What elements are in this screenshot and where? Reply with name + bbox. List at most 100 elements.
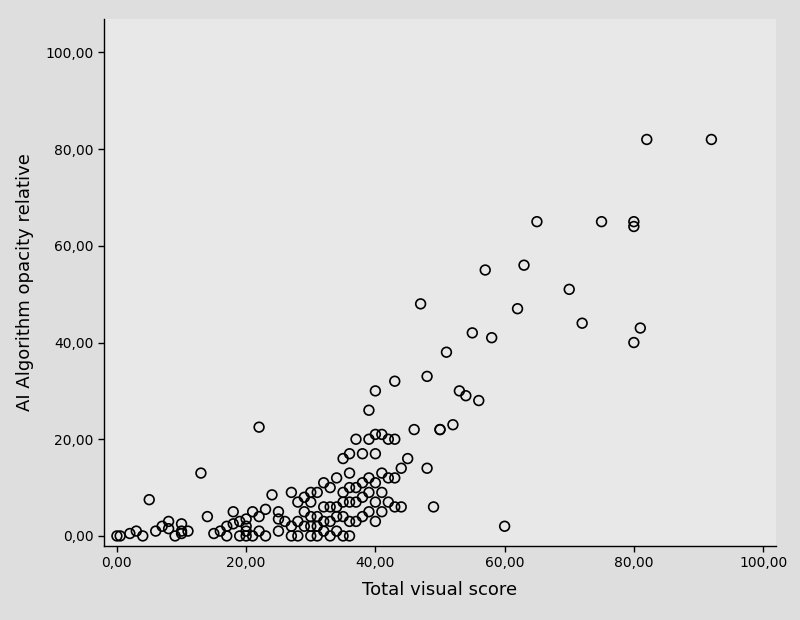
Point (350, 516, 362, 526)
Point (175, 526, 188, 536)
Point (362, 405, 375, 415)
Point (291, 497, 304, 507)
Point (220, 531, 233, 541)
Point (162, 524, 175, 534)
Point (627, 221, 640, 231)
Point (434, 425, 446, 435)
Point (446, 420, 459, 430)
Point (369, 497, 382, 507)
Point (356, 512, 369, 521)
Point (304, 497, 317, 507)
Point (278, 516, 291, 526)
Point (343, 482, 356, 492)
Point (382, 434, 394, 444)
Point (136, 531, 149, 541)
Point (421, 463, 434, 473)
Point (356, 449, 369, 459)
Point (369, 516, 382, 526)
Point (705, 135, 718, 144)
Point (408, 425, 421, 435)
Point (382, 473, 394, 483)
Point (175, 529, 188, 539)
Point (362, 487, 375, 497)
Point (375, 430, 388, 440)
Point (182, 526, 194, 536)
Point (298, 521, 310, 531)
Point (427, 502, 440, 512)
Point (246, 531, 259, 541)
Point (395, 463, 408, 473)
Point (246, 507, 259, 516)
Point (337, 497, 350, 507)
Point (382, 497, 394, 507)
Point (201, 512, 214, 521)
Point (311, 531, 324, 541)
Point (343, 449, 356, 459)
Point (194, 468, 207, 478)
Point (253, 512, 266, 521)
Point (259, 505, 272, 515)
Point (375, 487, 388, 497)
Point (375, 468, 388, 478)
Point (330, 473, 343, 483)
Point (304, 531, 317, 541)
Point (388, 434, 401, 444)
Point (563, 285, 576, 294)
Point (253, 422, 266, 432)
Point (240, 514, 253, 524)
Point (240, 526, 253, 536)
Point (350, 497, 362, 507)
Point (291, 531, 304, 541)
Point (169, 531, 182, 541)
Point (518, 260, 530, 270)
Point (304, 512, 317, 521)
Point (362, 434, 375, 444)
Point (324, 516, 337, 526)
Point (311, 521, 324, 531)
Point (220, 521, 233, 531)
Point (207, 529, 220, 539)
Point (434, 425, 446, 435)
Point (375, 507, 388, 516)
Point (421, 371, 434, 381)
Point (343, 531, 356, 541)
Point (350, 482, 362, 492)
Point (143, 495, 156, 505)
X-axis label: Total visual score: Total visual score (362, 581, 518, 599)
Point (388, 376, 401, 386)
Point (259, 531, 272, 541)
Point (343, 497, 356, 507)
Point (343, 468, 356, 478)
Point (318, 516, 330, 526)
Point (318, 502, 330, 512)
Point (318, 526, 330, 536)
Point (214, 526, 226, 536)
Point (298, 507, 310, 516)
Y-axis label: AI Algorithm opacity relative: AI Algorithm opacity relative (16, 153, 34, 411)
Point (162, 516, 175, 526)
Point (298, 492, 310, 502)
Point (330, 502, 343, 512)
Point (330, 526, 343, 536)
Point (240, 521, 253, 531)
Point (627, 337, 640, 347)
Point (234, 531, 246, 541)
Point (395, 502, 408, 512)
Point (227, 519, 240, 529)
Point (240, 531, 253, 541)
Point (369, 386, 382, 396)
Point (130, 526, 142, 536)
Point (369, 449, 382, 459)
Point (453, 386, 466, 396)
Point (272, 507, 285, 516)
Point (576, 318, 589, 328)
Point (150, 526, 162, 536)
Point (440, 347, 453, 357)
Point (123, 529, 136, 539)
Point (627, 217, 640, 227)
Point (156, 521, 169, 531)
Point (466, 328, 478, 338)
Point (285, 531, 298, 541)
Point (285, 487, 298, 497)
Point (530, 217, 543, 227)
